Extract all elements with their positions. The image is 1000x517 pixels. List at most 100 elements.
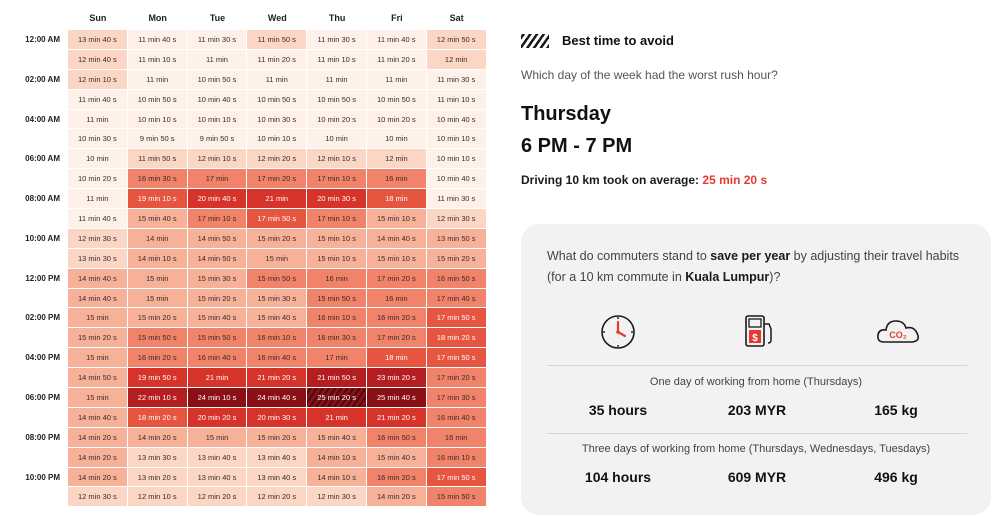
heatmap-cell[interactable]: 14 min 40 s [366, 228, 427, 249]
heatmap-cell[interactable]: 14 min 40 s [68, 288, 128, 309]
heatmap-cell[interactable]: 13 min 40 s [187, 447, 248, 468]
heatmap-cell[interactable]: 11 min 50 s [247, 30, 308, 50]
heatmap-cell[interactable]: 15 min 20 s [68, 328, 128, 349]
heatmap-cell[interactable]: 18 min 20 s [127, 407, 188, 428]
heatmap-cell[interactable]: 16 min 20 s [127, 348, 188, 369]
heatmap-cell[interactable]: 15 min 40 s [187, 308, 248, 329]
heatmap-cell[interactable]: 16 min 30 s [127, 169, 188, 190]
heatmap-cell[interactable]: 16 min [366, 288, 427, 309]
heatmap-cell[interactable]: 13 min 40 s [187, 467, 248, 488]
heatmap-cell[interactable]: 14 min 10 s [307, 467, 367, 488]
heatmap-cell[interactable]: 11 min [68, 189, 128, 210]
heatmap-cell[interactable]: 21 min 20 s [247, 368, 308, 389]
heatmap-cell[interactable]: 15 min 40 s [127, 209, 188, 229]
heatmap-cell[interactable]: 15 min 30 s [247, 288, 308, 309]
heatmap-cell[interactable]: 12 min 30 s [68, 228, 128, 249]
heatmap-cell[interactable]: 15 min 20 s [426, 248, 487, 269]
heatmap-cell[interactable]: 15 min 10 s [307, 228, 367, 249]
heatmap-cell[interactable]: 15 min 50 s [187, 328, 248, 349]
heatmap-cell[interactable]: 17 min 50 s [426, 467, 487, 488]
heatmap-cell[interactable]: 15 min 50 s [426, 487, 487, 508]
heatmap-cell[interactable]: 11 min 30 s [307, 30, 367, 50]
heatmap-cell[interactable]: 15 min 40 s [307, 427, 367, 448]
heatmap-cell[interactable]: 21 min [247, 189, 308, 210]
heatmap-cell[interactable]: 17 min 50 s [426, 348, 487, 369]
heatmap-cell[interactable]: 15 min [68, 348, 128, 369]
heatmap-cell[interactable]: 23 min 20 s [366, 368, 427, 389]
heatmap-cell[interactable]: 25 min 40 s [366, 388, 427, 408]
heatmap-cell[interactable]: 12 min 20 s [247, 149, 308, 170]
heatmap-cell[interactable]: 16 min [366, 169, 427, 190]
heatmap-cell[interactable]: 10 min 10 s [127, 109, 188, 130]
heatmap-cell[interactable]: 13 min 20 s [127, 467, 188, 488]
heatmap-cell[interactable]: 10 min 30 s [68, 129, 128, 150]
heatmap-cell[interactable]: 14 min 20 s [68, 447, 128, 468]
heatmap-cell[interactable]: 16 min 30 s [307, 328, 367, 349]
heatmap-cell[interactable]: 12 min 10 s [127, 487, 188, 508]
heatmap-cell[interactable]: 21 min [307, 407, 367, 428]
heatmap-cell[interactable]: 13 min 40 s [247, 467, 308, 488]
heatmap-cell[interactable]: 16 min 50 s [366, 427, 427, 448]
heatmap-cell[interactable]: 12 min 20 s [247, 487, 308, 508]
heatmap-cell[interactable]: 15 min [127, 288, 188, 309]
heatmap-cell[interactable]: 10 min 20 s [68, 169, 128, 190]
heatmap-cell[interactable]: 24 min 40 s [247, 388, 308, 408]
heatmap-cell[interactable]: 21 min 20 s [366, 407, 427, 428]
heatmap-cell[interactable]: 11 min [247, 69, 308, 90]
heatmap-cell[interactable]: 10 min [366, 129, 427, 150]
heatmap-cell[interactable]: 14 min 20 s [68, 427, 128, 448]
heatmap-cell[interactable]: 11 min 40 s [68, 209, 128, 229]
heatmap-cell[interactable]: 14 min 20 s [366, 487, 427, 508]
heatmap-cell[interactable]: 17 min 50 s [426, 308, 487, 329]
heatmap-cell[interactable]: 18 min [366, 189, 427, 210]
heatmap-cell[interactable]: 16 min [426, 427, 487, 448]
heatmap-cell[interactable]: 20 min 30 s [307, 189, 367, 210]
heatmap-cell[interactable]: 11 min [366, 69, 427, 90]
heatmap-cell[interactable]: 11 min 40 s [127, 30, 188, 50]
heatmap-cell[interactable]: 10 min 10 s [426, 149, 487, 170]
heatmap-cell[interactable]: 13 min 40 s [68, 30, 128, 50]
heatmap-cell[interactable]: 17 min [307, 348, 367, 369]
heatmap-cell[interactable]: 12 min [366, 149, 427, 170]
heatmap-cell[interactable]: 13 min 30 s [127, 447, 188, 468]
heatmap-cell[interactable]: 9 min 50 s [127, 129, 188, 150]
heatmap-cell[interactable]: 14 min 40 s [68, 268, 128, 289]
heatmap-cell[interactable]: 10 min 20 s [307, 109, 367, 130]
heatmap-cell[interactable]: 15 min 40 s [247, 308, 308, 329]
heatmap-cell[interactable]: 24 min 10 s [187, 388, 248, 408]
heatmap-cell[interactable]: 16 min 10 s [247, 328, 308, 349]
heatmap-cell[interactable]: 13 min 30 s [68, 248, 128, 269]
heatmap-cell[interactable]: 13 min 50 s [426, 228, 487, 249]
heatmap-cell[interactable]: 15 min 10 s [366, 248, 427, 269]
heatmap-cell[interactable]: 14 min 40 s [68, 407, 128, 428]
heatmap-cell[interactable]: 12 min [426, 49, 487, 70]
heatmap-cell[interactable]: 14 min 10 s [307, 447, 367, 468]
heatmap-cell[interactable]: 11 min 30 s [426, 189, 487, 210]
heatmap-cell[interactable]: 12 min 10 s [307, 149, 367, 170]
heatmap-cell[interactable]: 17 min 20 s [366, 268, 427, 289]
heatmap-cell[interactable]: 11 min 20 s [247, 49, 308, 70]
heatmap-cell[interactable]: 12 min 50 s [426, 30, 487, 50]
heatmap-cell[interactable]: 11 min 40 s [68, 89, 128, 110]
heatmap-cell[interactable]: 17 min 40 s [426, 288, 487, 309]
heatmap-cell[interactable]: 11 min 10 s [426, 89, 487, 110]
heatmap-cell[interactable]: 16 min 40 s [187, 348, 248, 369]
heatmap-cell[interactable]: 17 min 20 s [426, 368, 487, 389]
heatmap-cell[interactable]: 10 min 10 s [247, 129, 308, 150]
heatmap-cell[interactable]: 9 min 50 s [187, 129, 248, 150]
heatmap-cell[interactable]: 15 min 40 s [366, 447, 427, 468]
heatmap-cell[interactable]: 11 min [187, 49, 248, 70]
heatmap-cell[interactable]: 10 min 20 s [366, 109, 427, 130]
heatmap-cell[interactable]: 16 min 20 s [366, 467, 427, 488]
heatmap-cell[interactable]: 16 min 10 s [307, 308, 367, 329]
heatmap-cell[interactable]: 10 min 50 s [307, 89, 367, 110]
heatmap-cell[interactable]: 15 min 30 s [187, 268, 248, 289]
heatmap-cell[interactable]: 12 min 30 s [426, 209, 487, 229]
heatmap-cell[interactable]: 14 min 50 s [187, 248, 248, 269]
heatmap-cell[interactable]: 15 min 20 s [127, 308, 188, 329]
heatmap-cell[interactable]: 14 min 50 s [187, 228, 248, 249]
heatmap-cell[interactable]: 10 min 40 s [187, 89, 248, 110]
heatmap-cell[interactable]: 17 min 10 s [187, 209, 248, 229]
heatmap-cell[interactable]: 10 min 30 s [247, 109, 308, 130]
heatmap-cell[interactable]: 10 min [68, 149, 128, 170]
